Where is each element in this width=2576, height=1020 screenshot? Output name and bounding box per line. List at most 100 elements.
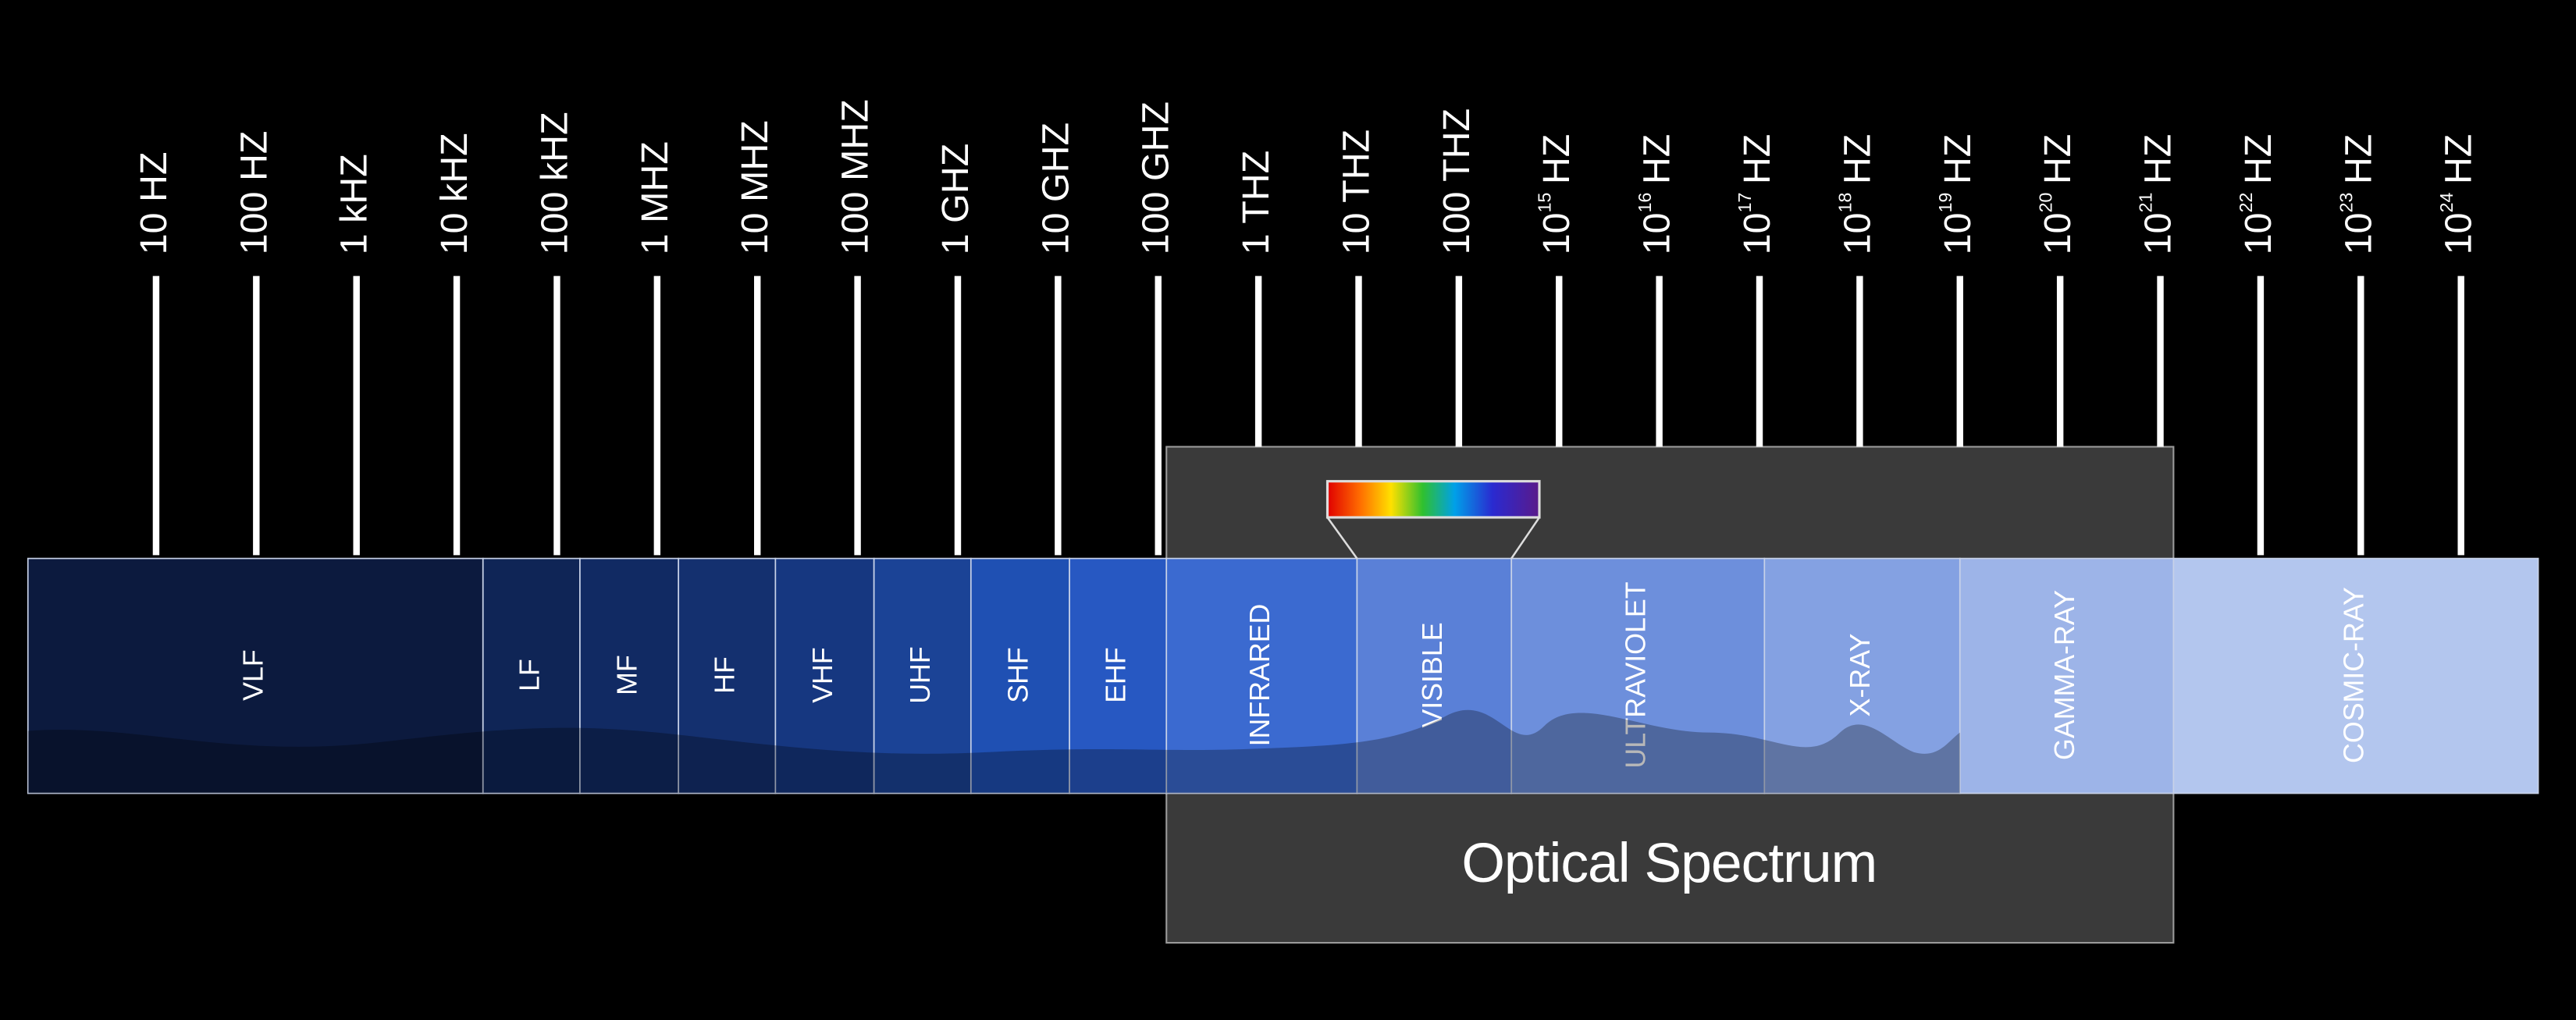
band — [1356, 557, 1513, 794]
visible-rainbow — [1325, 480, 1541, 519]
tick-exponent: 21 — [2136, 193, 2156, 213]
tick-unit: HZ — [1635, 134, 1678, 185]
tick-text: 100 MHZ — [834, 99, 876, 254]
tick-label: 1021 HZ — [2136, 134, 2179, 255]
tick-unit: HZ — [1535, 134, 1578, 185]
band-label: GAMMA-RAY — [2049, 590, 2080, 760]
tick-base: 10 — [2237, 212, 2279, 254]
band-label: VHF — [807, 647, 838, 703]
tick-label: 10 HZ — [133, 151, 175, 254]
band-label: LF — [514, 659, 545, 691]
visible-connector — [1326, 517, 1541, 560]
tick-text: 1 MHZ — [634, 141, 676, 254]
band — [1510, 557, 1766, 794]
band — [2172, 557, 2539, 794]
tick-group: 10 HZ 100 HZ 1 kHZ 10 kHZ 100 kHZ 1 MHZ 10 MHZ… — [133, 99, 2480, 556]
band — [579, 557, 680, 794]
tick-label: 1020 HZ — [2035, 134, 2079, 255]
wave-overlay — [27, 709, 1960, 794]
band-label: INFRARED — [1244, 604, 1276, 747]
band-label: ULTRAVIOLET — [1621, 581, 1652, 768]
band-label: SHF — [1002, 647, 1034, 703]
tick-label: 100 MHZ — [834, 99, 876, 254]
tick-exponent: 24 — [2436, 193, 2457, 213]
tick-exponent: 20 — [2035, 193, 2055, 213]
tick-base: 10 — [1836, 212, 1878, 254]
tick-text: 10 GHZ — [1034, 123, 1076, 254]
tick-base: 10 — [2037, 212, 2079, 254]
tick-label: 100 GHZ — [1135, 101, 1177, 254]
tick-unit: HZ — [1937, 134, 1979, 185]
tick-base: 10 — [2437, 212, 2479, 254]
tick-base: 10 — [2337, 212, 2379, 254]
tick-label: 1017 HZ — [1735, 134, 1778, 255]
band — [1069, 557, 1168, 794]
band — [1763, 557, 1961, 794]
tick-base: 10 — [1635, 212, 1678, 254]
tick-label: 1016 HZ — [1635, 134, 1678, 255]
band-label: VLF — [238, 649, 269, 701]
tick-exponent: 15 — [1535, 193, 1555, 213]
tick-label: 1 MHZ — [634, 141, 676, 254]
tick-label: 1019 HZ — [1935, 134, 1979, 255]
tick-text: 1 GHZ — [934, 144, 977, 255]
tick-label: 1018 HZ — [1835, 134, 1879, 255]
tick-label: 10 kHZ — [433, 133, 475, 254]
tick-exponent: 19 — [1935, 193, 1955, 213]
tick-text: 100 GHZ — [1135, 101, 1177, 254]
tick-text: 10 MHZ — [734, 120, 776, 254]
tick-exponent: 17 — [1735, 193, 1755, 213]
tick-label: 100 kHZ — [533, 112, 575, 254]
tick-base: 10 — [1937, 212, 1979, 254]
tick-text: 100 THZ — [1436, 108, 1478, 254]
tick-label: 100 THZ — [1436, 108, 1478, 254]
tick-label: 1 kHZ — [333, 154, 375, 254]
band-group: VLF LF MF HF VHF UHF SHF EHF INFRARED VISIBLE ULTR… — [27, 557, 2539, 794]
tick-label: 1 THZ — [1235, 151, 1277, 255]
band-label: EHF — [1101, 647, 1132, 703]
tick-text: 100 kHZ — [533, 112, 575, 254]
band — [774, 557, 875, 794]
tick-label: 10 GHZ — [1034, 123, 1076, 254]
band-label: MF — [612, 655, 643, 695]
tick-text: 10 HZ — [133, 151, 175, 254]
tick-unit: HZ — [1836, 134, 1878, 185]
tick-unit: HZ — [2437, 134, 2479, 185]
tick-label: 1024 HZ — [2436, 134, 2480, 255]
tick-exponent: 16 — [1635, 193, 1655, 213]
tick-text: 1 THZ — [1235, 151, 1277, 255]
tick-base: 10 — [1535, 212, 1578, 254]
tick-exponent: 23 — [2336, 193, 2357, 213]
tick-label: 10 MHZ — [734, 120, 776, 254]
band-label: COSMIC-RAY — [2338, 587, 2369, 763]
tick-label: 100 HZ — [233, 131, 275, 255]
tick-text: 10 kHZ — [433, 133, 475, 254]
band-label: VISIBLE — [1417, 622, 1448, 727]
tick-unit: HZ — [2037, 134, 2079, 185]
band — [1959, 557, 2175, 794]
tick-exponent: 22 — [2236, 193, 2256, 213]
tick-label: 1 GHZ — [934, 144, 977, 255]
band — [970, 557, 1070, 794]
tick-text: 1 kHZ — [333, 154, 375, 254]
band — [27, 557, 484, 794]
tick-exponent: 18 — [1835, 193, 1856, 213]
band-label: X-RAY — [1845, 634, 1876, 717]
tick-text: 100 HZ — [233, 131, 275, 255]
tick-unit: HZ — [2137, 134, 2179, 185]
optical-spectrum-label: Optical Spectrum — [1461, 832, 1877, 894]
band — [873, 557, 972, 794]
band — [678, 557, 777, 794]
tick-label: 10 THZ — [1335, 130, 1377, 254]
tick-unit: HZ — [1736, 134, 1778, 185]
tick-text: 10 THZ — [1335, 130, 1377, 254]
tick-unit: HZ — [2237, 134, 2279, 185]
band — [1165, 557, 1358, 794]
tick-unit: HZ — [2337, 134, 2379, 185]
band-label: UHF — [905, 646, 936, 704]
tick-label: 1015 HZ — [1535, 134, 1578, 255]
tick-base: 10 — [2137, 212, 2179, 254]
tick-label: 1023 HZ — [2336, 134, 2380, 255]
